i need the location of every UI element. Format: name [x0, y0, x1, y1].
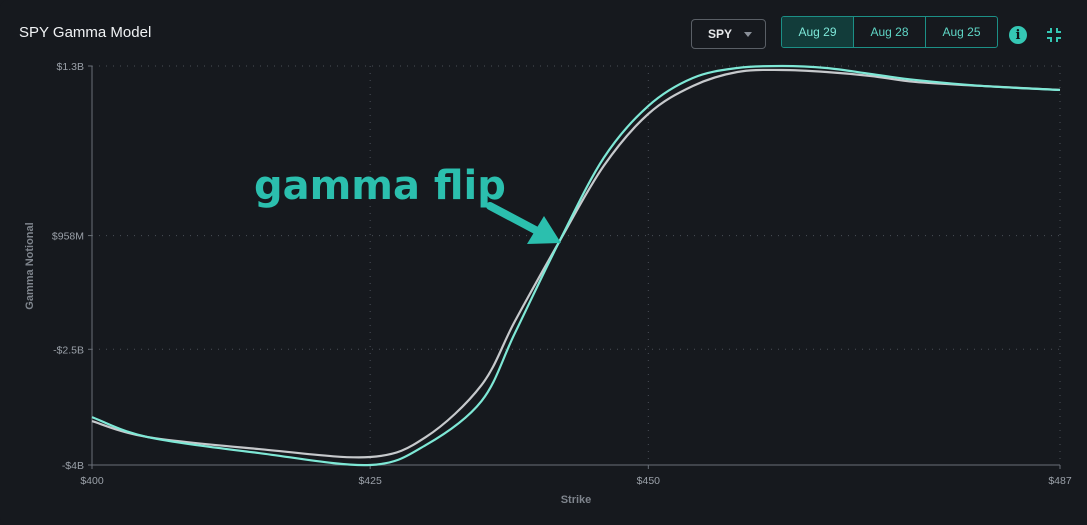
y-tick-label: $958M — [52, 231, 84, 243]
annotation-text: gamma flip — [254, 163, 506, 209]
date-button-aug-25[interactable]: Aug 25 — [942, 25, 981, 39]
y-tick-label: -$4B — [62, 460, 84, 472]
ticker-value: SPY — [708, 27, 733, 41]
x-tick-label: $450 — [637, 475, 661, 487]
ticker-select[interactable]: SPY — [691, 19, 766, 49]
series-line-1 — [91, 68, 1061, 459]
x-axis-label: Strike — [561, 494, 592, 506]
info-icon[interactable]: i — [1009, 26, 1027, 44]
date-toggle-group: Aug 29 Aug 28 Aug 25 — [781, 16, 998, 48]
y-tick-label: $1.3B — [57, 61, 84, 73]
annotation-arrowhead — [527, 216, 561, 244]
chart-series — [91, 64, 1061, 467]
y-axis-label: Gamma Notional — [24, 222, 36, 309]
date-button-aug-28[interactable]: Aug 28 — [854, 17, 926, 47]
x-tick-label: $425 — [358, 475, 382, 487]
collapse-icon[interactable] — [1046, 27, 1062, 43]
date-button-aug-29[interactable]: Aug 29 — [782, 17, 854, 47]
chart-annotation: gamma flip — [254, 163, 561, 244]
y-tick-label: -$2.5B — [53, 344, 84, 356]
x-tick-label: $487 — [1048, 475, 1072, 487]
page-title: SPY Gamma Model — [19, 24, 152, 41]
chart-grid — [92, 65, 1060, 466]
chart-axes: $400 $425 $450 $487 $1.3B $958M -$2.5B -$4B — [52, 61, 1072, 487]
annotation-arrow-line — [486, 202, 545, 237]
series-line-0 — [91, 64, 1061, 467]
x-tick-label: $400 — [80, 475, 104, 487]
chevron-down-icon — [744, 31, 753, 37]
